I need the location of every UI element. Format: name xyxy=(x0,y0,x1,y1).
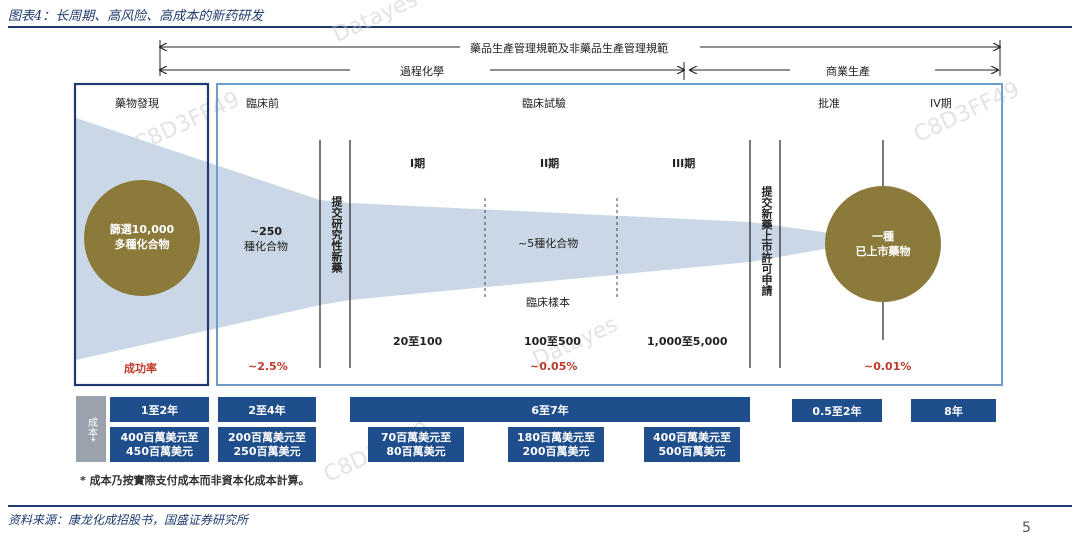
stage-clinical: 臨床試驗 xyxy=(522,97,566,110)
success-rate-approval: ~0.01% xyxy=(864,360,912,373)
cost-preclinical: 200百萬美元至 250百萬美元 xyxy=(218,427,316,462)
figure-title: 图表4：长周期、高风险、高成本的新药研发 xyxy=(8,9,264,24)
stage-preclinical: 臨床前 xyxy=(246,97,279,110)
footnote: * 成本乃按實際支付成本而非資本化成本計算。 xyxy=(80,474,310,487)
process-chemistry-label: 過程化學 xyxy=(396,63,448,79)
phase-1: I期 xyxy=(410,157,426,170)
stage-discovery: 藥物發現 xyxy=(115,97,159,110)
gmp-span-label: 藥品生產管理規範及非藥品生產管理規範 xyxy=(466,40,672,56)
cost-phase2: 180百萬美元至 200百萬美元 xyxy=(508,427,604,462)
page-number: 5 xyxy=(1022,520,1031,536)
marketed-drug-text: 一種 已上市藥物 xyxy=(855,230,911,258)
phase-2: II期 xyxy=(540,157,560,170)
source-note: 资料来源：康龙化成招股书，国盛证券研究所 xyxy=(8,513,249,527)
duration-approval: 0.5至2年 xyxy=(792,399,882,422)
success-rate-preclinical: ~2.5% xyxy=(248,360,288,373)
cost-phase3: 400百萬美元至 500百萬美元 xyxy=(644,427,740,462)
compounds-5: ~5種化合物 xyxy=(518,237,579,250)
phase-3: III期 xyxy=(672,157,696,170)
duration-preclinical: 2至4年 xyxy=(218,397,316,422)
duration-discovery: 1至2年 xyxy=(110,397,209,422)
cost-label: 成本* xyxy=(76,396,106,462)
sample-size-phase3: 1,000至5,000 xyxy=(647,335,728,348)
success-rate-label: 成功率 xyxy=(124,362,157,375)
ind-submission-label: 提交研究性新藥 xyxy=(330,196,343,273)
stage-approval: 批准 xyxy=(818,97,840,110)
success-rate-clinical: ~0.05% xyxy=(530,360,578,373)
marketed-drug-circle xyxy=(825,186,941,302)
screening-text: 篩選10,000 多種化合物 xyxy=(109,223,175,251)
duration-phase4: 8年 xyxy=(911,399,996,422)
attrition-funnel xyxy=(76,118,830,360)
compounds-250: ~250 種化合物 xyxy=(244,225,288,253)
stage-phase4: IV期 xyxy=(930,97,952,110)
commercial-production-label: 商業生產 xyxy=(822,63,874,79)
nda-submission-label: 提交新藥上市許可申請 xyxy=(760,186,773,296)
clinical-samples-label: 臨床樣本 xyxy=(526,296,570,309)
title-rule xyxy=(8,26,1072,28)
clinical-frame xyxy=(216,83,1003,386)
cost-phase1: 70百萬美元至 80百萬美元 xyxy=(368,427,464,462)
screening-circle xyxy=(84,180,200,296)
sample-size-phase1: 20至100 xyxy=(393,335,443,348)
discovery-frame xyxy=(73,82,210,387)
duration-clinical: 6至7年 xyxy=(350,397,750,422)
sample-size-phase2: 100至500 xyxy=(524,335,581,348)
cost-discovery: 400百萬美元至 450百萬美元 xyxy=(110,427,209,462)
